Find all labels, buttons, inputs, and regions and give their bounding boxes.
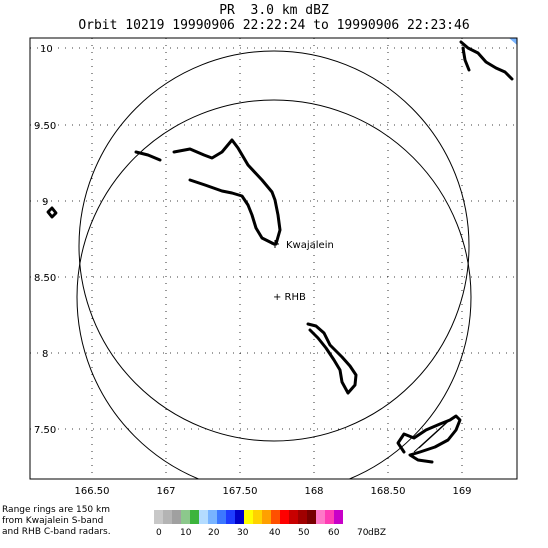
colorbar-swatch bbox=[334, 510, 343, 524]
colorbar-swatch bbox=[271, 510, 280, 524]
kwajalein-range-ring bbox=[78, 50, 470, 442]
colorbar-tick-label: 10 bbox=[180, 528, 192, 538]
colorbar-swatch bbox=[172, 510, 181, 524]
corner-rain-echo bbox=[509, 38, 517, 45]
central-atoll bbox=[306, 322, 358, 395]
lon-tick-label: 166.50 bbox=[75, 486, 110, 497]
colorbar-swatch bbox=[154, 510, 163, 524]
range-ring-note: Range rings are 150 km from Kwajalein S-… bbox=[2, 505, 111, 538]
rhb-range-ring bbox=[76, 99, 472, 479]
colorbar-unit: dBZ bbox=[368, 528, 387, 538]
lon-tick-label: 168 bbox=[304, 486, 323, 497]
lat-tick-label: 7.50 bbox=[34, 425, 56, 436]
lon-tick-label: 168.50 bbox=[371, 486, 406, 497]
colorbar-tick-label: 30 bbox=[237, 528, 249, 538]
latitude-tick-labels: 10 9.50 9 8.50 8 7.50 bbox=[34, 44, 56, 436]
colorbar-swatch bbox=[244, 510, 253, 524]
colorbar-swatch bbox=[217, 510, 226, 524]
colorbar-swatch bbox=[163, 510, 172, 524]
colorbar-swatch bbox=[199, 510, 208, 524]
colorbar-tick-label: 60 bbox=[328, 528, 340, 538]
colorbar-swatch bbox=[190, 510, 199, 524]
colorbar-swatch bbox=[325, 510, 334, 524]
range-ring-note-line: Range rings are 150 km bbox=[2, 505, 110, 515]
colorbar-tick-label: 70 bbox=[357, 528, 369, 538]
colorbar-tick-label: 50 bbox=[298, 528, 310, 538]
colorbar-swatch bbox=[226, 510, 235, 524]
grid-lines bbox=[30, 38, 517, 479]
colorbar-labels: 0 10 20 30 40 50 60 70 dBZ bbox=[150, 528, 386, 540]
map-frame bbox=[29, 37, 518, 480]
kwajalein-atoll bbox=[134, 138, 282, 246]
lat-tick-label: 10 bbox=[40, 44, 53, 55]
colorbar-tick-label: 20 bbox=[208, 528, 220, 538]
colorbar-swatch bbox=[181, 510, 190, 524]
lon-tick-label: 167 bbox=[156, 486, 175, 497]
colorbar-swatch bbox=[289, 510, 298, 524]
colorbar-swatch bbox=[280, 510, 289, 524]
southeast-atoll bbox=[396, 414, 462, 464]
dbz-colorbar bbox=[154, 510, 343, 524]
lat-tick-label: 9.50 bbox=[34, 121, 56, 132]
kwajalein-label: Kwajalein bbox=[286, 240, 334, 251]
colorbar-swatch bbox=[253, 510, 262, 524]
range-ring-note-line: from Kwajalein S-band bbox=[2, 516, 104, 526]
colorbar-swatch bbox=[208, 510, 217, 524]
colorbar-swatch bbox=[316, 510, 325, 524]
lat-tick-label: 8.50 bbox=[34, 273, 56, 284]
station-markers bbox=[271, 240, 279, 248]
lae-atoll bbox=[46, 206, 58, 219]
colorbar-tick-label: 40 bbox=[269, 528, 281, 538]
lat-tick-label: 9 bbox=[42, 197, 48, 208]
atoll-coastlines bbox=[46, 40, 514, 464]
lat-tick-label: 8 bbox=[42, 349, 48, 360]
rhb-label: + RHB bbox=[273, 292, 306, 303]
longitude-tick-labels: 166.50 167 167.50 168 168.50 169 bbox=[75, 486, 472, 497]
orbit-time-range: Orbit 10219 19990906 22:22:24 to 1999090… bbox=[78, 18, 470, 33]
colorbar-swatch bbox=[307, 510, 316, 524]
northeast-atoll bbox=[459, 40, 514, 81]
lon-tick-label: 167.50 bbox=[223, 486, 258, 497]
lon-tick-label: 169 bbox=[452, 486, 471, 497]
range-ring-note-line: and RHB C-band radars. bbox=[2, 527, 111, 537]
colorbar-swatch bbox=[262, 510, 271, 524]
colorbar-swatch bbox=[235, 510, 244, 524]
colorbar-tick-label: 0 bbox=[156, 528, 162, 538]
colorbar-swatch bbox=[298, 510, 307, 524]
product-title: PR 3.0 km dBZ bbox=[219, 3, 329, 18]
